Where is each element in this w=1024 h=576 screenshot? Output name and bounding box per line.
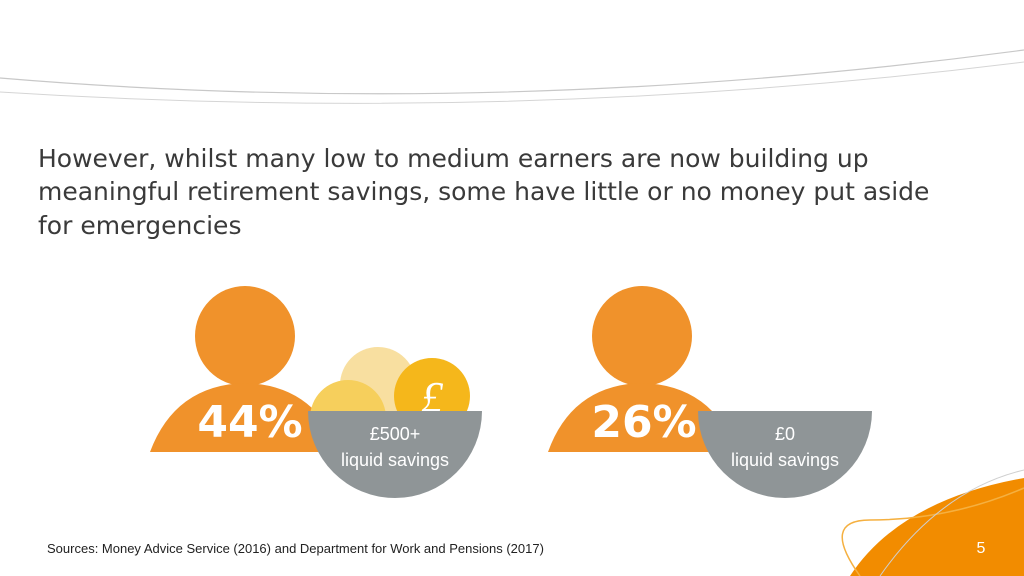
- corner-shape: [850, 478, 1024, 576]
- decor-curve: [0, 49, 1024, 95]
- decor-curve: [841, 487, 1024, 576]
- figure: 26% £0 liquid savings: [548, 286, 872, 498]
- heading-line: However, whilst many low to medium earne…: [38, 144, 869, 173]
- amount-label: liquid savings: [731, 450, 839, 470]
- amount-label: liquid savings: [341, 450, 449, 470]
- person-head: [592, 286, 692, 386]
- amount: £500+: [370, 424, 421, 444]
- decor-curve: [879, 469, 1024, 576]
- percent: 44%: [197, 397, 302, 448]
- bowl: [698, 411, 872, 498]
- decor-curve: [0, 61, 1024, 104]
- source: Sources: Money Advice Service (2016) and…: [47, 541, 544, 556]
- figure: £ 44% £500+ liquid savings: [150, 286, 482, 498]
- amount: £0: [775, 424, 795, 444]
- person-body: [548, 383, 737, 452]
- person-head: [195, 286, 295, 386]
- coin-symbol: £: [421, 373, 444, 422]
- bowl: [308, 411, 482, 498]
- percent: 26%: [591, 397, 696, 448]
- heading-line: meaningful retirement savings, some have…: [38, 177, 929, 206]
- person-body: [150, 383, 340, 452]
- heading-line: for emergencies: [38, 211, 241, 240]
- page-number: 5: [977, 540, 986, 557]
